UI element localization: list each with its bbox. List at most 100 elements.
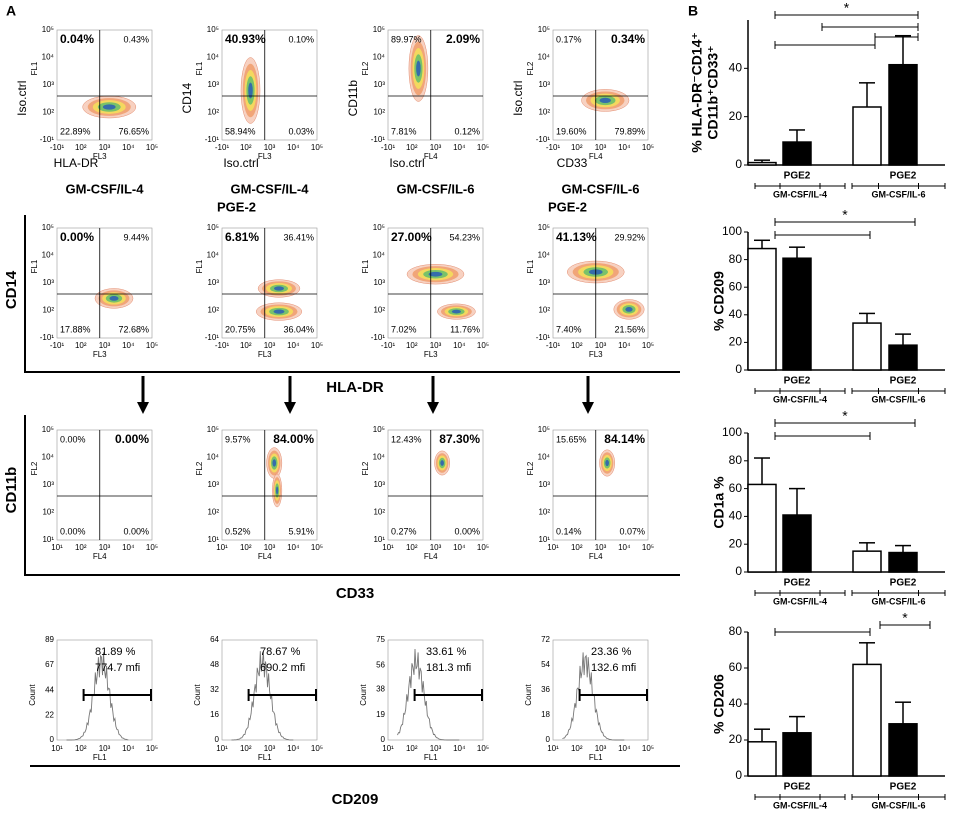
quadrant-percent: 0.10% xyxy=(288,34,314,44)
y-axis-label: CD11b xyxy=(346,80,360,117)
plot-frame xyxy=(56,29,153,141)
y-tick-label: 75 xyxy=(376,635,385,644)
y-tick-label: 40 xyxy=(729,61,743,75)
y-tick-label: 32 xyxy=(210,685,219,694)
y-tick-label: 0 xyxy=(735,362,742,376)
y-tick-label: 0 xyxy=(50,735,55,744)
x-tick-label: 10⁴ xyxy=(122,341,135,350)
category-label: PGE2 xyxy=(890,171,917,182)
x-tick-label: 10⁵ xyxy=(146,543,158,552)
x-channel-label: FL3 xyxy=(258,152,272,161)
quadrant-percent: 87.30% xyxy=(439,432,480,446)
y-tick-label: 19 xyxy=(376,710,385,719)
gate-percent: 33.61 % xyxy=(426,646,467,658)
x-tick-label: 10⁵ xyxy=(146,744,158,753)
quadrant-percent: 0.52% xyxy=(225,526,251,536)
x-channel-label: FL1 xyxy=(424,753,438,762)
arrow-head xyxy=(427,402,439,414)
plot-frame xyxy=(56,639,153,741)
quadrant-percent: 12.43% xyxy=(391,434,422,444)
y-channel-label: FL1 xyxy=(195,259,204,273)
x-channel-label: FL1 xyxy=(258,753,272,762)
y-tick-label: 10³ xyxy=(207,278,219,287)
y-tick-label: -10¹ xyxy=(536,135,551,144)
histogram-curve xyxy=(397,648,460,741)
x-tick-label: -10¹ xyxy=(381,341,396,350)
quadrant-percent: 9.44% xyxy=(123,232,149,242)
quadrant-percent: 0.27% xyxy=(391,526,417,536)
y-tick-label: 10⁵ xyxy=(373,425,385,434)
quadrant-percent: 58.94% xyxy=(225,126,256,136)
quadrant-percent: 22.89% xyxy=(60,126,91,136)
y-axis-label: Iso.ctrl xyxy=(15,81,29,116)
x-channel-label: FL1 xyxy=(589,753,603,762)
density-contour xyxy=(273,286,285,291)
y-tick-label: 10⁴ xyxy=(42,453,55,462)
y-axis-label: CD14 xyxy=(180,83,194,114)
quadrant-percent: 0.00% xyxy=(60,434,86,444)
condition-label: GM-CSF/IL-4 xyxy=(231,181,310,196)
density-contour xyxy=(625,307,633,312)
significance-star: * xyxy=(844,0,850,16)
y-tick-label: 100 xyxy=(722,425,742,439)
y-tick-label: 10⁴ xyxy=(42,53,55,62)
x-tick-label: 10³ xyxy=(430,341,442,350)
y-tick-label: 10² xyxy=(538,508,550,517)
quadrant-percent: 21.56% xyxy=(614,324,645,334)
y-tick-label: 10³ xyxy=(538,80,550,89)
quadrant-percent: 84.00% xyxy=(273,432,314,446)
gate-mfi: 774.7 mfi xyxy=(95,662,140,674)
quadrant-percent: 5.91% xyxy=(288,526,314,536)
x-axis-label: HLA-DR xyxy=(54,156,99,170)
y-tick-label: 38 xyxy=(376,684,385,693)
y-tick-label: 10³ xyxy=(42,80,54,89)
y-tick-label: 20 xyxy=(729,536,743,550)
bar xyxy=(782,732,812,777)
x-axis-label: Iso.ctrl xyxy=(389,156,424,170)
y-tick-label: 10⁵ xyxy=(42,25,54,34)
quadrant-percent: 72.68% xyxy=(118,324,149,334)
quadrant-percent: 19.60% xyxy=(556,126,587,136)
x-channel-label: FL1 xyxy=(93,753,107,762)
y-tick-label: 10⁵ xyxy=(538,223,550,232)
group-label: GM-CSF/IL-4 xyxy=(773,800,827,810)
quadrant-percent: 36.41% xyxy=(283,232,314,242)
significance-star: * xyxy=(842,207,848,223)
bar xyxy=(888,63,918,166)
plot-frame xyxy=(387,29,484,141)
x-tick-label: 10⁵ xyxy=(311,543,323,552)
x-tick-label: 10⁵ xyxy=(146,341,158,350)
y-axis-label: % CD206 xyxy=(711,674,727,734)
y-tick-label: 10³ xyxy=(42,278,54,287)
quadrant-percent: 0.00% xyxy=(454,526,480,536)
y-channel-label: FL2 xyxy=(361,61,370,75)
x-tick-label: 10¹ xyxy=(382,744,394,753)
y-tick-label: 10² xyxy=(373,306,385,315)
condition-label: GM-CSF/IL-6 xyxy=(397,181,475,196)
y-tick-label: -10¹ xyxy=(40,333,55,342)
x-tick-label: 10⁵ xyxy=(477,744,489,753)
density-contour xyxy=(275,486,279,495)
y-tick-label: 10³ xyxy=(373,278,385,287)
quadrant-percent: 54.23% xyxy=(449,232,480,242)
plot-frame xyxy=(552,429,649,541)
condition-label: GM-CSF/IL-6 xyxy=(562,181,640,196)
x-tick-label: 10³ xyxy=(99,744,111,753)
x-tick-label: 10⁵ xyxy=(477,143,489,152)
quadrant-percent: 20.75% xyxy=(225,324,256,334)
plot-frame xyxy=(552,639,649,741)
x-tick-label: 10³ xyxy=(99,143,111,152)
quadrant-percent: 9.57% xyxy=(225,434,251,444)
x-channel-label: FL4 xyxy=(589,152,603,161)
group-label: GM-CSF/IL-4 xyxy=(773,394,827,404)
quadrant-percent: 0.00% xyxy=(60,526,86,536)
condition-label: GM-CSF/IL-4 xyxy=(66,181,145,196)
x-tick-label: 10¹ xyxy=(216,744,228,753)
y-channel-label: FL2 xyxy=(195,461,204,475)
x-axis-label: Iso.ctrl xyxy=(223,156,258,170)
y-tick-label: 80 xyxy=(729,453,743,467)
group-label: GM-CSF/IL-6 xyxy=(872,596,926,606)
y-tick-label: 10⁴ xyxy=(373,251,386,260)
density-contour xyxy=(248,82,253,99)
x-tick-label: 10¹ xyxy=(216,543,228,552)
